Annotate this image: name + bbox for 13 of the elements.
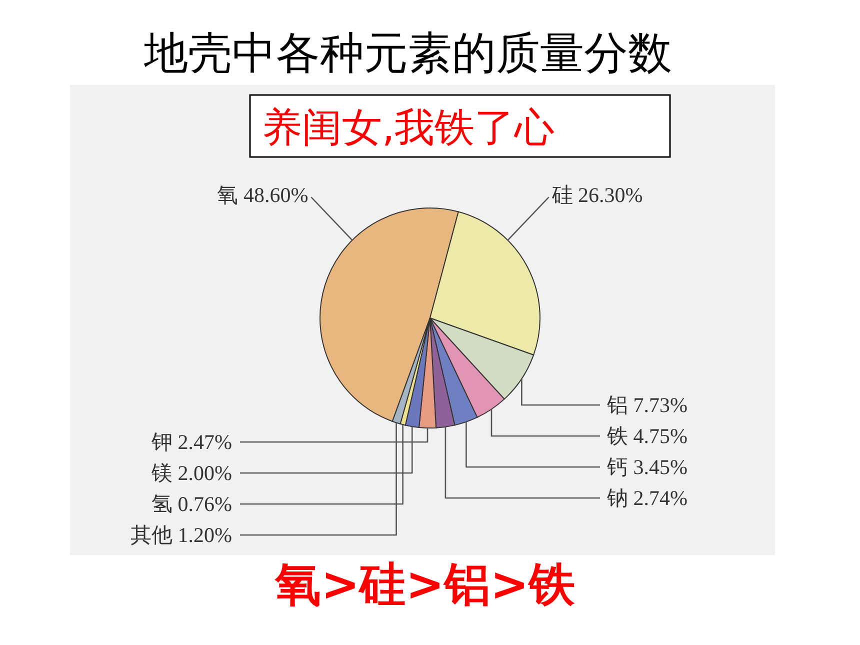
chart-title: 地壳中各种元素的质量分数 [143, 28, 672, 79]
slice-label: 钙 3.45% [606, 455, 688, 479]
slice-label: 氢 0.76% [152, 492, 232, 516]
slice-label: 钠 2.74% [606, 486, 688, 510]
slice-label: 镁 2.00% [150, 460, 232, 485]
slice-label: 铝 7.73% [606, 393, 688, 417]
slice-label: 其他 1.20% [130, 522, 232, 547]
slice-label: 铁 4.75% [606, 424, 688, 448]
text: 养闺女,我铁了心 [262, 105, 555, 151]
slice-label: 硅 26.30% [550, 183, 643, 208]
slice-label: 钾 2.47% [150, 430, 232, 454]
slice-label: 氧 48.60% [217, 183, 308, 208]
text: 氧>硅>铝>铁 [274, 557, 575, 611]
